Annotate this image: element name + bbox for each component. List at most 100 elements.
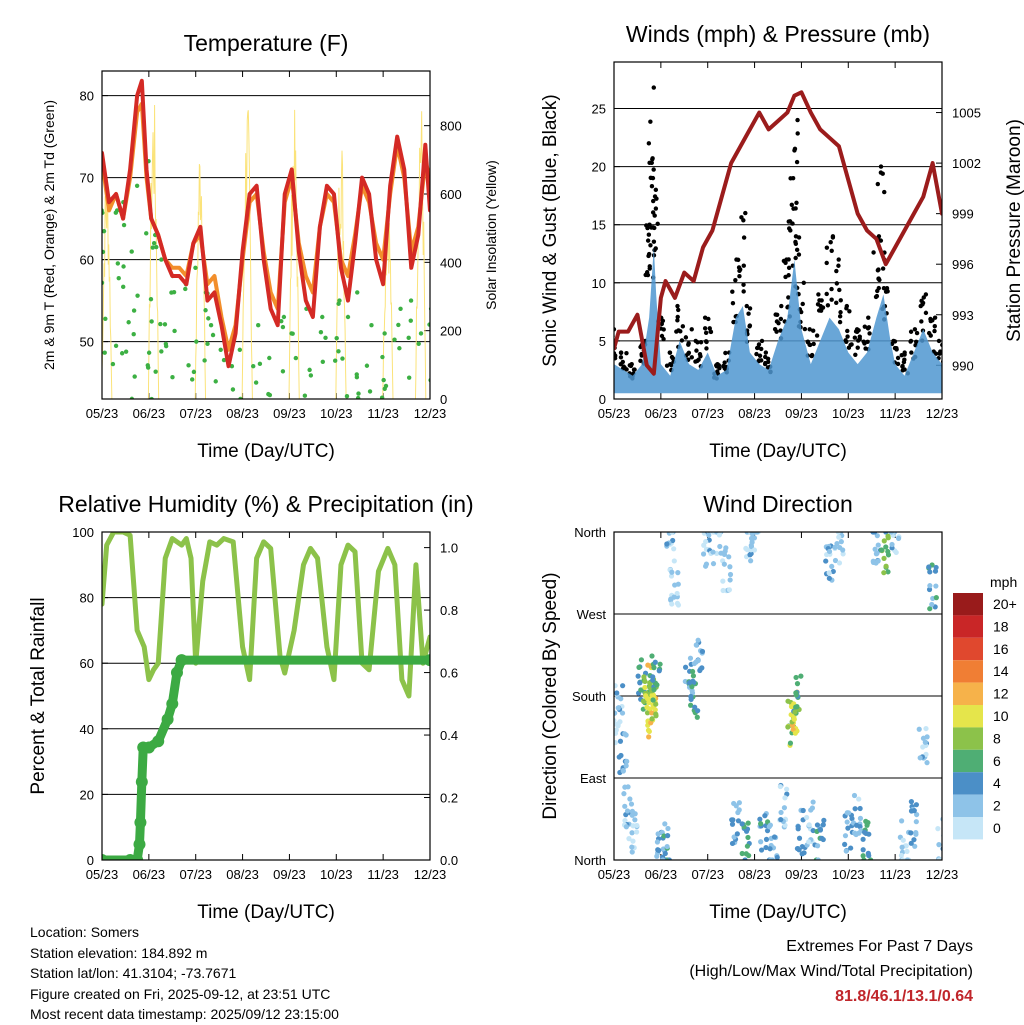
data-point [667, 350, 673, 355]
direction-point [871, 532, 877, 535]
y2-tick-label: 999 [952, 207, 974, 222]
data-point [283, 433, 287, 437]
precip-point [134, 816, 147, 829]
data-point [356, 475, 360, 479]
direction-point [852, 830, 858, 837]
direction-point [710, 549, 716, 555]
data-point [786, 295, 791, 300]
x-tick-label: 09/23 [785, 406, 818, 421]
data-point [895, 355, 901, 361]
direction-point [852, 806, 858, 812]
direction-point [835, 532, 841, 535]
precip-point [142, 741, 155, 754]
data-point [871, 250, 876, 255]
data-point [902, 367, 907, 372]
direction-point [792, 730, 798, 736]
direction-point [782, 822, 788, 828]
precip-point [175, 654, 188, 667]
direction-point [682, 678, 688, 685]
direction-point [885, 548, 891, 555]
data-point [406, 375, 412, 380]
data-point [269, 428, 273, 432]
direction-point [710, 561, 717, 567]
data-point [135, 293, 140, 298]
data-point [702, 326, 708, 331]
direction-point [800, 807, 806, 814]
data-point [706, 316, 711, 322]
data-point [418, 468, 422, 472]
data-point [290, 331, 295, 336]
data-point [648, 119, 653, 124]
data-point [845, 328, 850, 334]
direction-point [826, 548, 833, 555]
data-point [651, 239, 657, 244]
direction-point [721, 551, 728, 557]
direction-point [923, 725, 929, 732]
data-point [866, 325, 872, 330]
precip-point [131, 854, 144, 860]
direction-point [940, 816, 942, 822]
station-elevation: Station elevation: 184.892 m [30, 944, 208, 961]
direction-point [785, 698, 791, 704]
data-point [829, 297, 834, 302]
data-point [396, 322, 401, 328]
colorbar-label: 20+ [993, 596, 1017, 612]
data-point [679, 338, 685, 343]
data-point [205, 341, 210, 347]
data-point [121, 222, 127, 228]
data-point [650, 225, 656, 230]
data-point [408, 298, 414, 303]
y-axis-label: Sonic Wind & Gust (Blue, Black) [540, 94, 561, 366]
data-point [828, 240, 833, 245]
data-point [654, 196, 659, 201]
data-point [145, 363, 150, 368]
data-point [308, 373, 314, 378]
data-point [280, 369, 286, 374]
direction-point [913, 819, 919, 825]
direction-point [623, 824, 630, 830]
data-point [242, 516, 246, 520]
colorbar-swatch [953, 817, 983, 840]
direction-point [670, 537, 676, 544]
direction-point [857, 805, 863, 812]
direction-point [671, 558, 677, 564]
data-point [653, 246, 658, 251]
recent-timestamp: Most recent data timestamp: 2025/09/12 2… [30, 1006, 339, 1022]
direction-point [836, 560, 843, 566]
direction-point [861, 857, 867, 860]
data-point [172, 328, 177, 334]
data-point [836, 263, 841, 268]
data-point [680, 324, 686, 329]
data-point [786, 257, 791, 262]
data-point [146, 350, 152, 355]
data-point [646, 253, 651, 259]
direction-point [826, 575, 832, 581]
direction-point [628, 801, 635, 807]
direction-point [654, 682, 660, 688]
data-point [213, 379, 218, 384]
data-point [722, 360, 727, 365]
data-point [398, 306, 403, 311]
data-point [892, 339, 898, 344]
direction-point [726, 554, 732, 560]
data-point [190, 377, 195, 382]
y2-tick-label: 200 [440, 324, 462, 339]
data-point [801, 280, 806, 285]
data-point [805, 339, 811, 344]
data-point [829, 248, 834, 254]
y2-tick-label: 993 [952, 308, 974, 323]
data-point [256, 323, 261, 328]
direction-point [924, 734, 930, 740]
plot-area [102, 532, 430, 860]
data-point [779, 303, 784, 309]
direction-point [936, 857, 942, 860]
plot-area [614, 532, 942, 860]
data-point [653, 206, 659, 211]
data-point [323, 335, 328, 341]
data-point [202, 358, 207, 363]
y2-tick-label: 1.0 [440, 541, 458, 556]
data-point [714, 364, 719, 369]
data-point [763, 350, 769, 355]
direction-point [899, 844, 905, 850]
data-point [200, 434, 204, 438]
